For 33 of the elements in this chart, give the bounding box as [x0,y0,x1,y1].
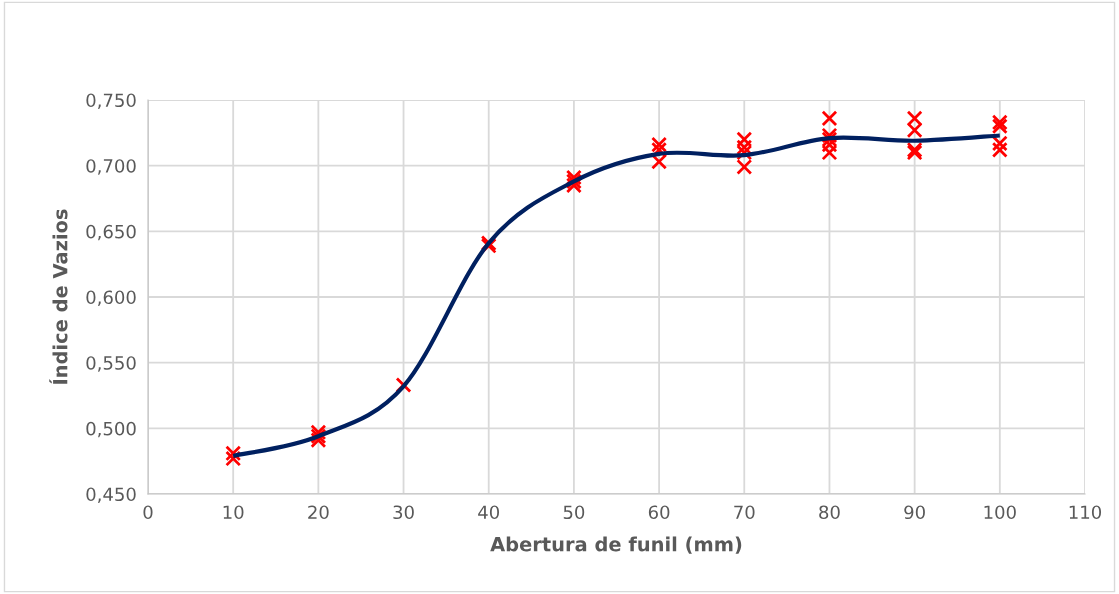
y-tick-label: 0,500 [86,421,136,438]
x-tick-label: 40 [478,505,500,520]
point [736,131,753,148]
point [651,136,668,153]
x-tick-label: 100 [984,505,1016,520]
y-tick-label: 0,600 [86,290,136,306]
x-axis-title: Abertura de funil (mm) [490,536,742,554]
point [906,110,923,127]
x-tick-label: 30 [393,505,414,520]
y-tick-label: 0,550 [86,356,136,372]
x-tick-label: 80 [819,505,840,520]
x-tick-label: 90 [904,505,925,520]
point [821,110,838,127]
x-tick-label: 10 [223,505,244,520]
point [736,159,753,175]
y-tick-label: 0,750 [86,93,136,109]
point [821,144,838,161]
x-tick-label: 70 [734,505,755,520]
point [991,118,1008,135]
x-tick-label: 60 [648,505,670,520]
point [991,141,1008,158]
x-tick-label: 110 [1069,505,1102,520]
point [906,122,923,139]
line-series [231,133,1002,458]
point [991,114,1008,131]
x-tick-label: 50 [563,505,585,520]
x-tick-label: 0 [143,505,153,520]
y-axis-title: Índice de Vazios [49,209,68,384]
y-tick-label: 0,650 [86,224,136,241]
y-tick-label: 0,450 [86,487,136,503]
y-tick-label: 0,700 [86,159,136,175]
x-tick-label: 20 [308,505,329,520]
point [736,139,753,156]
